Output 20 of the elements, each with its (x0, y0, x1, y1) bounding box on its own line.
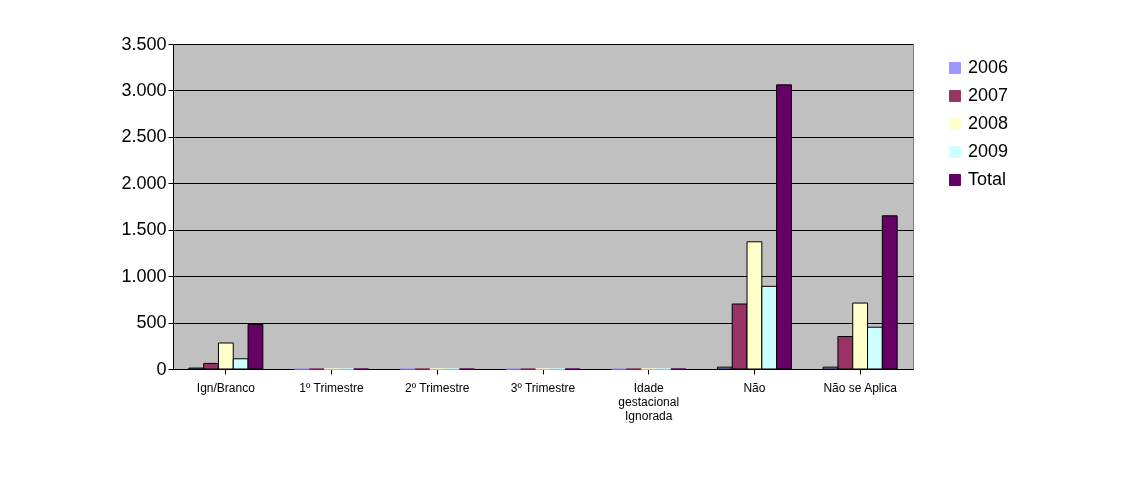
y-tick-label: 1.000 (121, 265, 167, 286)
x-tick-label: 2º Trimestre (405, 380, 470, 395)
legend-label: Total (968, 169, 1007, 189)
y-tick-label: 2.000 (121, 172, 167, 193)
legend-label: 2006 (968, 57, 1009, 77)
legend-label: 2007 (968, 85, 1009, 105)
x-tick-label: Idade gestacional Ignorada (618, 380, 680, 423)
legend-label: 2009 (968, 141, 1009, 161)
y-tick-label: 2.500 (121, 126, 167, 147)
x-tick-label: 3º Trimestre (510, 380, 576, 395)
legend-label: 2008 (968, 113, 1009, 133)
x-tick-label: Não se Aplica (823, 380, 898, 395)
y-tick-label: 3.500 (121, 33, 167, 54)
y-tick-label: 1.500 (121, 219, 167, 240)
y-tick-label: 0 (156, 358, 167, 379)
x-tick-label: Não (743, 380, 766, 395)
x-tick-label: 1º Trimestre (299, 380, 365, 395)
y-tick-label: 500 (136, 312, 167, 333)
x-tick-label: Ign/Branco (196, 380, 256, 395)
y-tick-label: 3.000 (121, 79, 167, 100)
